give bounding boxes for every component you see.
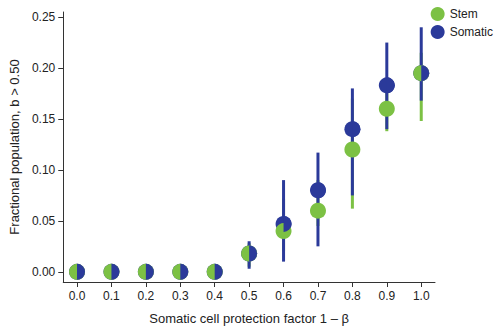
- svg-text:0.6: 0.6: [275, 289, 292, 303]
- svg-text:0.10: 0.10: [32, 163, 56, 177]
- svg-text:Somatic cell protection factor: Somatic cell protection factor 1 – β: [149, 311, 349, 326]
- svg-text:0.8: 0.8: [344, 289, 361, 303]
- svg-text:0.4: 0.4: [206, 289, 223, 303]
- svg-text:Fractional population, b > 0.5: Fractional population, b > 0.50: [7, 59, 22, 234]
- svg-text:0.9: 0.9: [378, 289, 395, 303]
- svg-text:0.1: 0.1: [103, 289, 120, 303]
- svg-text:Stem: Stem: [450, 7, 478, 21]
- svg-text:0.15: 0.15: [32, 112, 56, 126]
- svg-text:0.7: 0.7: [310, 289, 327, 303]
- svg-text:0.25: 0.25: [32, 10, 56, 24]
- svg-text:0.20: 0.20: [32, 61, 56, 75]
- svg-text:0.5: 0.5: [241, 289, 258, 303]
- svg-text:0.2: 0.2: [138, 289, 155, 303]
- svg-text:0.3: 0.3: [172, 289, 189, 303]
- svg-text:0.05: 0.05: [32, 214, 56, 228]
- svg-text:1.0: 1.0: [413, 289, 430, 303]
- svg-text:Somatic: Somatic: [450, 25, 493, 39]
- svg-text:0.00: 0.00: [32, 265, 56, 279]
- svg-text:0.0: 0.0: [69, 289, 86, 303]
